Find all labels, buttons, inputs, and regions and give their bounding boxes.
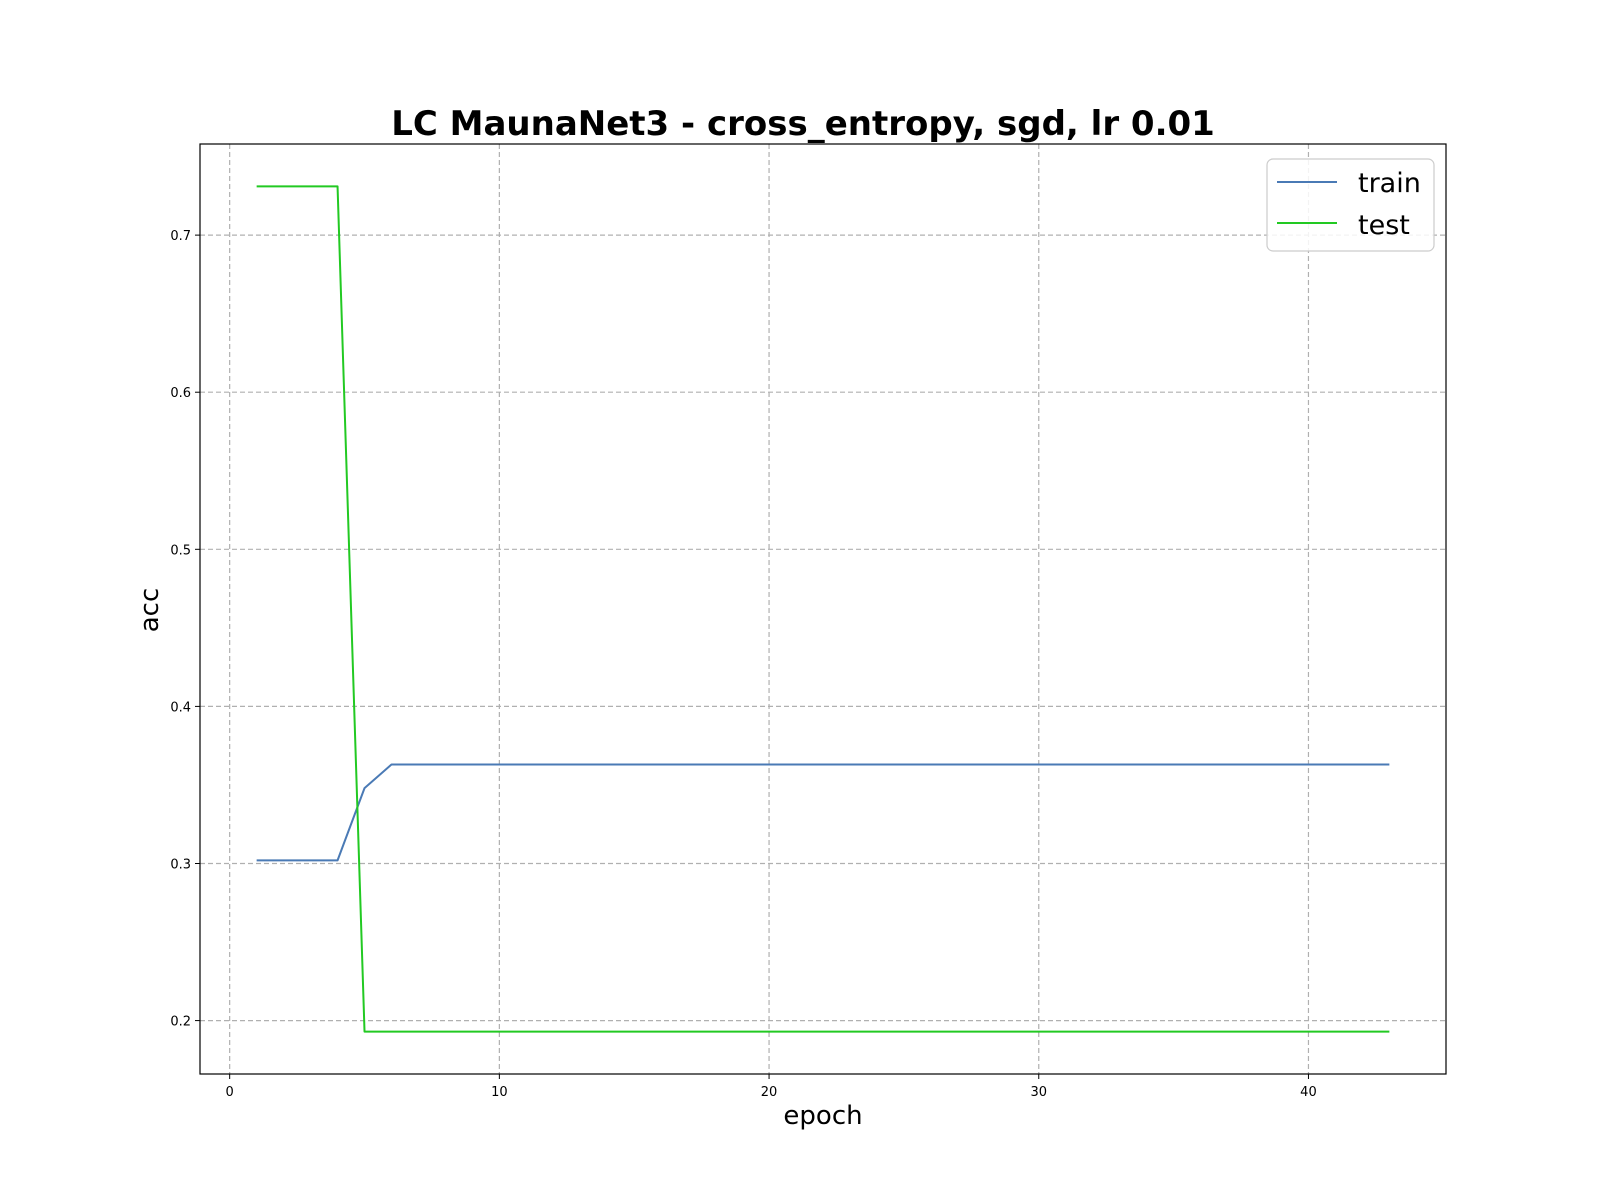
y-axis-ticks: 0.2 0.3 0.4 0.5 0.6 0.7 [170, 229, 200, 1030]
plot-frame [199, 143, 1447, 1075]
series-lines [256, 185, 1390, 1033]
series-line-train [256, 763, 1390, 862]
x-tick-label: 0 [226, 1085, 234, 1100]
y-tick-label: 0.2 [170, 1015, 191, 1030]
x-axis-ticks: 0 10 20 30 40 [226, 1074, 1317, 1100]
y-tick-label: 0.4 [170, 700, 191, 715]
y-tick-label: 0.7 [170, 229, 191, 244]
series-line-test [256, 185, 1390, 1033]
grid-lines [200, 144, 1446, 1074]
y-tick-label: 0.6 [170, 386, 191, 401]
x-axis-label: epoch [783, 1101, 862, 1131]
x-tick-label: 40 [1300, 1085, 1317, 1100]
y-tick-label: 0.5 [170, 543, 191, 558]
legend-label-train: train [1358, 168, 1421, 199]
chart-title: LC MaunaNet3 - cross_entropy, sgd, lr 0.… [391, 104, 1215, 144]
x-tick-label: 20 [761, 1085, 778, 1100]
x-tick-label: 30 [1030, 1085, 1047, 1100]
y-tick-label: 0.3 [170, 857, 191, 872]
legend-label-test: test [1358, 210, 1410, 241]
x-tick-label: 10 [491, 1085, 508, 1100]
y-axis-label: acc [135, 588, 165, 633]
legend: train test [1266, 158, 1435, 252]
